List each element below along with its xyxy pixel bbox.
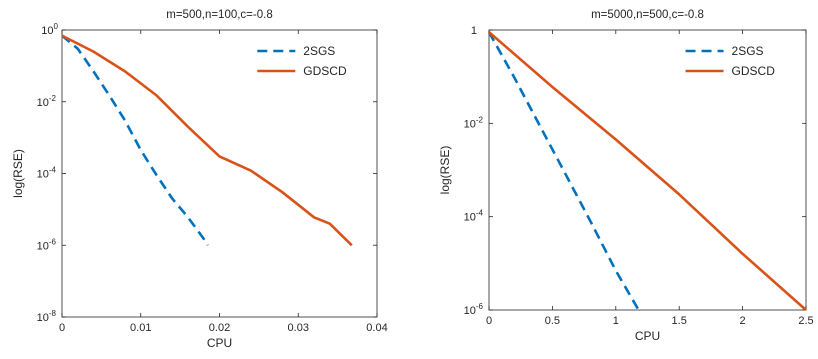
legend-label-gdscd: GDSCD — [732, 64, 776, 78]
legend-label-2sgs: 2SGS — [732, 44, 764, 58]
x-tick-label: 2 — [740, 315, 746, 327]
series-line-2sgs — [487, 31, 640, 311]
plot-area-frame — [488, 29, 807, 311]
y-tick-label: 100 — [41, 22, 58, 37]
y-axis-label: log(RSE) — [438, 146, 452, 195]
series-line-gdscd — [488, 31, 807, 311]
chart-1: 0 0.01 0.02 0.03 0.04 10-8 10-6 10-4 10-2 100 m=50… — [11, 9, 388, 350]
x-tick-label: 0.02 — [209, 322, 230, 334]
y-tick-label: 1 — [471, 25, 477, 37]
x-tick-label: 0.04 — [366, 322, 387, 334]
chart-title: m=500,n=100,c=-0.8 — [166, 9, 272, 21]
legend-label-gdscd: GDSCD — [303, 64, 347, 78]
series-line-2sgs — [61, 34, 209, 246]
x-tick-label: 0 — [59, 322, 65, 334]
series-line-gdscd — [61, 34, 353, 247]
y-tick-label: 10-4 — [464, 209, 484, 224]
y-tick-label: 10-2 — [464, 115, 484, 130]
y-tick-label: 10-6 — [464, 302, 484, 317]
y-tick-label: 10-8 — [37, 309, 57, 324]
x-axis-label: CPU — [207, 336, 232, 350]
legend-label-2sgs: 2SGS — [303, 44, 335, 58]
chart-2: 0 0.5 1 1.5 2 2.5 10-6 10-4 10-2 1 m=5000,n=500,c=… — [438, 9, 814, 343]
x-tick-label: 2.5 — [798, 315, 813, 327]
y-tick-label: 10-6 — [37, 237, 57, 252]
y-axis-label: log(RSE) — [11, 149, 25, 198]
x-tick-label: 0 — [486, 315, 492, 327]
x-tick-label: 1.5 — [672, 315, 687, 327]
x-tick-label: 0.5 — [545, 315, 560, 327]
x-tick-label: 1 — [613, 315, 619, 327]
x-tick-label: 0.01 — [130, 322, 151, 334]
x-tick-label: 0.03 — [288, 322, 309, 334]
x-axis-label: CPU — [635, 329, 660, 343]
y-tick-label: 10-4 — [37, 166, 57, 181]
y-tick-label: 10-2 — [37, 94, 57, 109]
chart-title: m=5000,n=500,c=-0.8 — [591, 9, 704, 21]
